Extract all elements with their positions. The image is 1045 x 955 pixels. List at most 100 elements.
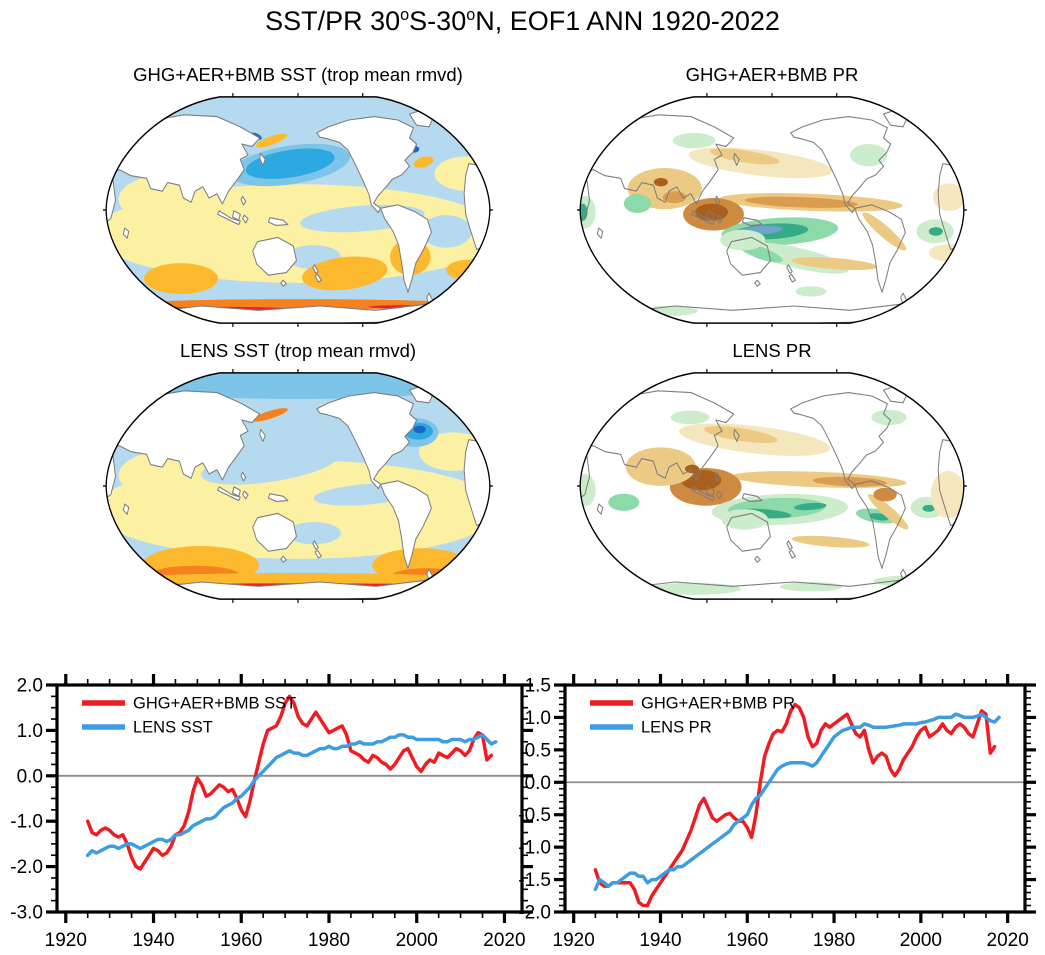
- coastline: [726, 236, 771, 276]
- map-anomaly-blob: [793, 502, 827, 511]
- map-anomaly-blob: [647, 582, 741, 595]
- coastline: [580, 390, 735, 481]
- y-tick-label: 0.0: [525, 773, 551, 794]
- coastline: [726, 512, 771, 552]
- coastline: [691, 486, 715, 502]
- coastline: [790, 116, 892, 214]
- map-anomaly-blob: [672, 132, 716, 149]
- coastline: [280, 555, 287, 563]
- coastline: [790, 392, 892, 490]
- map-lens-pr: [577, 369, 967, 603]
- x-tick-label: 2020: [483, 930, 525, 951]
- coastline: [937, 439, 964, 526]
- y-tick-label: -1.5: [518, 870, 551, 891]
- coastline: [316, 116, 418, 214]
- map-anomaly-blob: [868, 494, 909, 530]
- map-anomaly-blob: [623, 194, 652, 213]
- coastline: [240, 195, 247, 206]
- legend-item: LENS SST: [82, 719, 213, 737]
- coastline: [733, 152, 740, 166]
- map-anomaly-blob: [850, 144, 888, 167]
- map-anomaly-blob: [420, 215, 472, 248]
- map-anomaly-blob: [791, 257, 878, 271]
- coastline: [754, 555, 761, 563]
- map-title-lens-sst: LENS SST (trop mean rmvd): [179, 340, 417, 361]
- map-content: [106, 372, 490, 600]
- map-anomaly-blob: [580, 474, 596, 507]
- coastline: [380, 204, 432, 293]
- chart-pr_timeseries: 1920 1940 1960 1980 2000 2020 -2.0 -1.5 -1.0 -0.5…: [518, 674, 1036, 951]
- y-tick-label: -3.0: [10, 903, 43, 924]
- y-tick-label: 1.0: [17, 721, 43, 742]
- y-tick-label: -1.0: [10, 812, 43, 833]
- coastline: [267, 493, 289, 502]
- coastline: [854, 204, 906, 293]
- figure-title: SST/PR 30oS-30oN, EOF1 ANN 1920-2022: [265, 6, 780, 36]
- map-title-lens-pr: LENS PR: [732, 340, 812, 361]
- y-tick-label: 0.0: [17, 766, 43, 787]
- y-tick-label: -2.0: [518, 903, 551, 924]
- coastline: [854, 480, 906, 569]
- map-anomaly-blob: [862, 212, 907, 251]
- series-lens-pr: [593, 712, 1001, 892]
- series-ghg-aer-bmb-pr: [593, 702, 997, 908]
- map-anomaly-blob: [126, 573, 470, 585]
- coastline: [741, 217, 763, 226]
- coastline: [231, 486, 241, 497]
- map-content: [580, 372, 964, 600]
- map-ghg-pr: [577, 93, 967, 327]
- coastline: [231, 210, 241, 221]
- map-anomaly-blob: [873, 487, 897, 502]
- x-tick-label: 2000: [396, 930, 438, 951]
- map-anomaly-blob: [286, 522, 341, 545]
- map-anomaly-blob: [143, 263, 219, 294]
- axis-frame: [55, 683, 524, 914]
- timeseries-charts: 1920 1940 1960 1980 2000 2020-3.0-2.0-1.00.01…: [10, 674, 1036, 951]
- legend-item: GHG+AER+BMB SST: [82, 695, 296, 713]
- coastline: [217, 210, 241, 226]
- map-anomaly-blob: [873, 575, 944, 587]
- x-tick-label: 1980: [813, 930, 855, 951]
- coastline: [252, 236, 297, 276]
- legend-label: LENS PR: [641, 719, 712, 737]
- map-anomaly-blob: [704, 426, 778, 444]
- coastline: [714, 471, 721, 482]
- coastline: [691, 210, 715, 226]
- coastline: [937, 163, 964, 250]
- coastline: [106, 390, 261, 481]
- legend-label: LENS SST: [133, 719, 213, 737]
- map-anomaly-blob: [608, 493, 640, 511]
- x-tick-label: 1940: [639, 930, 681, 951]
- coastline: [217, 486, 241, 502]
- legend-label: GHG+AER+BMB SST: [133, 695, 296, 713]
- map-anomaly-blob: [653, 177, 668, 187]
- map-anomaly-blob: [413, 425, 426, 434]
- map-anomaly-blob: [930, 471, 964, 519]
- y-tick-label: 0.5: [525, 740, 551, 761]
- x-tick-label: 1980: [308, 930, 350, 951]
- coastline: [240, 471, 247, 482]
- y-tick-label: 1.5: [525, 676, 551, 697]
- map-anomaly-blob: [302, 256, 388, 291]
- map-anomaly-blob: [791, 535, 870, 548]
- legend-item: GHG+AER+BMB PR: [590, 695, 795, 713]
- coastline: [786, 264, 793, 274]
- y-tick-label: 2.0: [17, 676, 43, 697]
- coastline: [252, 512, 297, 552]
- coastline: [312, 540, 319, 550]
- coastline: [380, 480, 432, 569]
- map-anomaly-blob: [446, 259, 490, 281]
- x-tick-label: 1960: [220, 930, 262, 951]
- coastline: [267, 217, 289, 226]
- map-anomaly-blob: [720, 229, 766, 251]
- map-title-ghg-pr: GHG+AER+BMB PR: [685, 64, 859, 85]
- map-anomaly-blob: [795, 286, 827, 297]
- map-anomaly-blob: [106, 372, 490, 399]
- map-lens-sst: [103, 369, 493, 603]
- coastline: [122, 503, 130, 515]
- coastline: [580, 114, 735, 205]
- y-tick-label: -0.5: [518, 805, 551, 826]
- coastline: [242, 490, 249, 500]
- map-anomaly-blob: [812, 476, 888, 487]
- coastline: [596, 227, 604, 239]
